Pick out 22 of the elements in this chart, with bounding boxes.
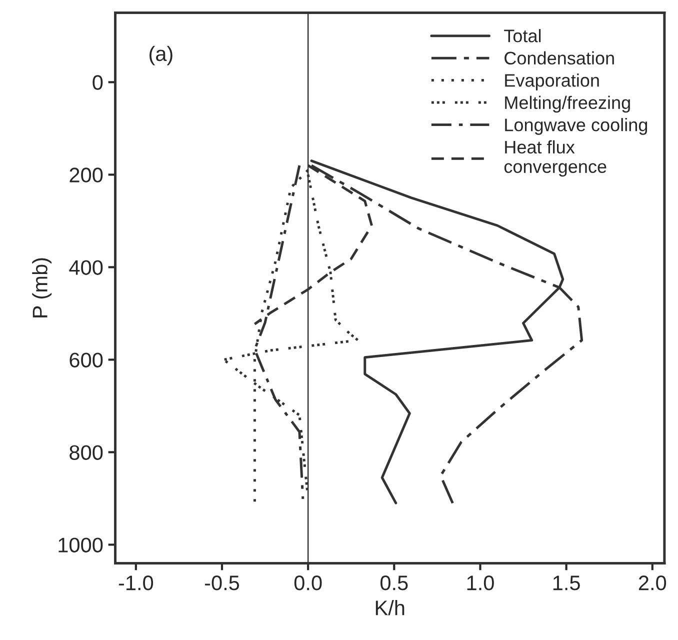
legend-label: Melting/freezing [505, 96, 630, 113]
legend-label: Longwave cooling [505, 118, 648, 135]
x-tick-label: -1.0 [118, 576, 154, 590]
annotation: (a) [150, 46, 172, 66]
y-axis-title: P (mb) [32, 258, 52, 318]
y-tick-label: 800 [70, 445, 103, 460]
x-tick-label: 0.0 [294, 576, 322, 590]
y-tick-label: 600 [70, 352, 103, 368]
legend-label: Evaporation [505, 74, 599, 90]
legend-label: Condensation [504, 51, 614, 65]
x-tick-label: 1.5 [553, 576, 580, 590]
y-tick-label: 1000 [58, 538, 103, 552]
y-tick-label: 200 [70, 168, 103, 182]
x-tick-label: -0.5 [204, 576, 240, 590]
x-tick-label: 2.0 [638, 576, 666, 590]
y-tick-label: 0 [92, 75, 103, 90]
y-tick-label: 400 [69, 260, 103, 275]
legend-label: Total [504, 29, 541, 42]
x-tick-label: 1.0 [467, 576, 494, 590]
x-tick-label: 0.5 [380, 576, 408, 590]
x-axis-title: K/h [376, 600, 404, 616]
legend-label: Heat flux convergence [504, 140, 606, 177]
